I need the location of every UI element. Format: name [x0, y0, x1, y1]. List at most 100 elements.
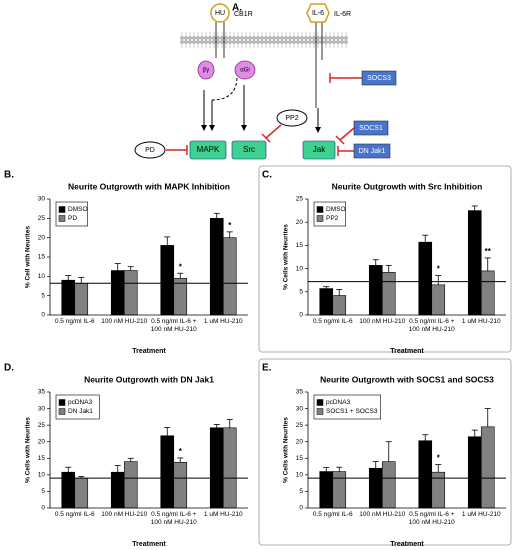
y-tick-label: 5	[299, 488, 303, 495]
bar	[123, 461, 138, 509]
x-tick-label: 0.5 ng/ml IL-6	[312, 511, 353, 518]
bar	[173, 461, 188, 509]
inhibition	[265, 124, 282, 139]
legend-label: DMSO	[326, 206, 346, 213]
y-tick-label: 25	[38, 422, 46, 429]
bar	[61, 471, 76, 509]
x-tick-label-box: 100 nM HU-210	[101, 318, 147, 325]
y-tick-label: 5	[41, 488, 45, 495]
legend-label: SOCS1 + SOCS3	[326, 408, 378, 415]
legend-label: pcDNA3	[326, 399, 351, 406]
y-tick-label: 25	[38, 215, 46, 222]
y-tick-label: 0	[299, 505, 303, 512]
x-tick-label: 100 nM HU-210	[101, 511, 148, 518]
bar	[368, 467, 383, 509]
x-tick-label-box: 0.5 ng/ml IL-6 + 100 nM HU-210	[408, 511, 455, 526]
inhibitor-box	[361, 70, 397, 86]
bar	[110, 270, 125, 316]
bar	[319, 288, 334, 316]
legend-label: PD	[68, 215, 77, 222]
inhibitor-box	[353, 143, 391, 159]
inhibitor-label: SOCS3	[367, 75, 391, 82]
node-box	[189, 140, 227, 160]
panel-frame	[258, 165, 512, 353]
chart-title: Neurite Outgrowth with SOCS1 and SOCS3	[320, 374, 494, 384]
bar	[332, 295, 347, 316]
node-label: MAPK	[197, 145, 220, 154]
x-tick-label: 0.5 ng/ml IL-6 + 100 nM HU-210	[408, 511, 455, 526]
x-tick-label-box: 0.5 ng/ml IL-6 + 100 nM HU-210	[150, 511, 197, 526]
legend-label: DN Jak1	[68, 408, 93, 415]
node-box	[302, 140, 336, 160]
inhibitor-label: SOCS1	[359, 125, 383, 132]
x-axis-label: Treatment	[132, 541, 166, 548]
inhibitor-label: DN Jak1	[359, 148, 386, 155]
chart: E. Neurite Outgrowth with SOCS1 and SOCS3…	[258, 358, 512, 548]
legend-label: pcDNA3	[68, 399, 93, 406]
inhibitor-label: PP2	[285, 115, 298, 122]
bar	[431, 471, 446, 509]
bar	[418, 241, 433, 316]
legend-swatch	[316, 408, 324, 415]
x-tick-label-box: 0.5 ng/ml IL-6 + 100 nM HU-210	[409, 318, 455, 333]
x-tick-label: 1 uM HU-210	[203, 318, 243, 325]
significance-mark: **	[485, 247, 492, 256]
y-tick-label: 20	[38, 438, 46, 445]
inhibitor-ellipse	[276, 109, 308, 127]
x-tick-label-box: 0.5 ng/ml IL-6	[312, 511, 353, 518]
legend-box	[313, 201, 346, 227]
legend-label: PP2	[326, 215, 339, 222]
bar	[332, 471, 347, 509]
y-tick-label: 10	[38, 472, 46, 479]
ligand	[306, 3, 330, 23]
y-tick-label: 10	[38, 273, 46, 280]
inhibitor-label: PD	[145, 147, 155, 154]
inhibition	[261, 133, 271, 143]
y-tick-label: 35	[38, 389, 46, 396]
x-tick-label-box: 0.5 ng/ml IL-6	[54, 318, 95, 325]
g-protein-label: αGi	[240, 68, 249, 74]
x-tick-label-box: 1 uM HU-210	[461, 511, 501, 518]
legend-swatch	[58, 215, 66, 222]
bar	[319, 471, 334, 509]
legend-label: DMSO	[68, 206, 88, 213]
receptor-label: IL-6R	[334, 11, 351, 18]
y-tick-label: 0	[41, 312, 45, 319]
y-axis-label: % Cells with Neurites	[283, 224, 290, 290]
x-tick-label-box: 1 uM HU-210	[461, 318, 501, 325]
y-tick-label: 20	[296, 219, 304, 226]
y-tick-label: 10	[296, 472, 304, 479]
membrane	[180, 30, 348, 50]
dashed-path	[211, 77, 238, 101]
ligand-label: IL-6	[312, 10, 324, 17]
legend-box	[55, 394, 100, 420]
bar	[209, 218, 224, 316]
panel-label: B.	[4, 170, 14, 181]
y-tick-label: 0	[41, 505, 45, 512]
bar	[160, 245, 175, 316]
ligand	[210, 3, 230, 23]
legend-swatch	[316, 206, 324, 213]
chart: D. Neurite Outgrowth with DN Jak1 % Cells …	[4, 363, 248, 548]
x-tick-label: 100 nM HU-210	[359, 511, 406, 518]
legend-swatch	[316, 215, 324, 222]
bar	[368, 265, 383, 316]
x-tick-label: 1 uM HU-210	[461, 318, 501, 325]
panel-label: E.	[262, 363, 272, 374]
bar	[381, 461, 396, 509]
significance-mark: *	[228, 221, 232, 230]
ligand-label: HU	[215, 10, 225, 17]
panel-label: C.	[262, 170, 272, 181]
significance-mark: *	[179, 262, 183, 271]
x-tick-label: 0.5 ng/ml IL-6 + 100 nM HU-210	[150, 511, 197, 526]
y-axis-label: % Cell with Neurites	[25, 226, 32, 289]
significance-mark: *	[437, 265, 441, 274]
chart-title: Neurite Outgrowth with MAPK Inhibition	[68, 181, 230, 191]
x-tick-label: 0.5 ng/ml IL-6	[312, 318, 353, 325]
x-tick-label: 1 uM HU-210	[461, 511, 501, 518]
x-tick-label: 1 uM HU-210	[203, 511, 243, 518]
receptor-label: CB1R	[234, 11, 253, 18]
legend-swatch	[316, 399, 324, 406]
x-tick-label: 0.5 ng/ml IL-6	[54, 318, 95, 325]
